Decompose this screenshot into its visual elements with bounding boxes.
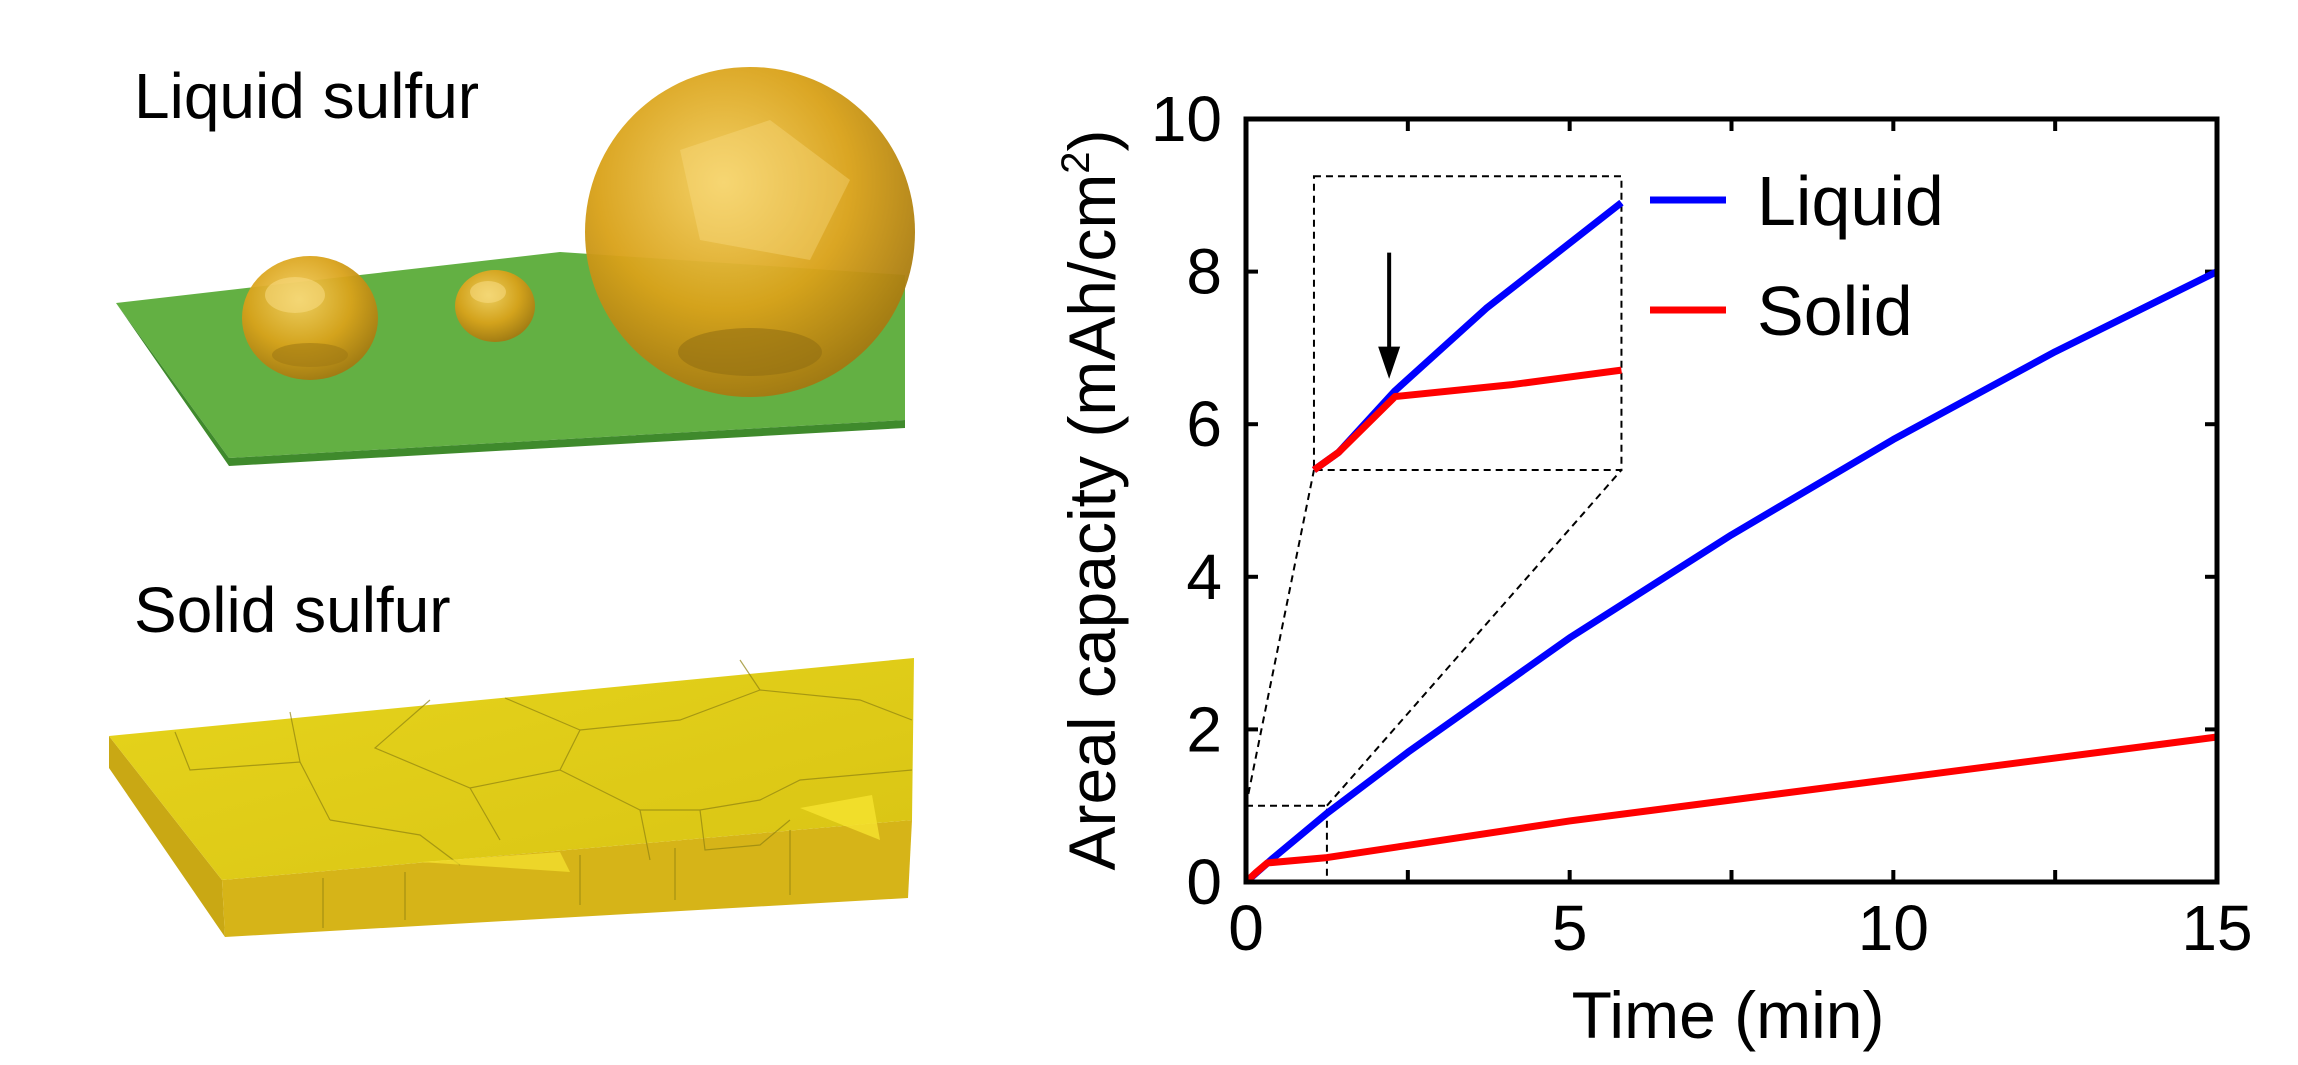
slab-highlight-2 [420, 852, 570, 872]
plot-frame [1243, 116, 2220, 885]
y-tick-label: 10 [1151, 83, 1222, 155]
liquid-sulfur-label: Liquid sulfur [134, 60, 479, 132]
droplet-large [585, 67, 915, 397]
series-line-solid [1243, 733, 2218, 885]
zoom-guide-line [1245, 469, 1315, 806]
y-tick-label: 4 [1186, 541, 1222, 613]
inset-line-solid [1311, 366, 1622, 473]
x-tick-label: 0 [1228, 892, 1264, 964]
y-axis-label-end: ) [1055, 129, 1129, 151]
y-axis-label-main: Areal capacity (mAh/cm [1055, 174, 1129, 871]
y-axis-label: Areal capacity (mAh/cm2) [1054, 129, 1129, 870]
droplet-small [242, 256, 378, 380]
y-tick-label: 2 [1186, 693, 1222, 765]
solid-sulfur-label: Solid sulfur [134, 574, 451, 646]
areal-capacity-chart: Areal capacity (mAh/cm2) Time (min) 0 5 10… [1054, 83, 2253, 1052]
x-tick-label: 15 [2181, 892, 2252, 964]
legend-label-solid: Solid [1757, 272, 1913, 350]
slab-left-face [109, 736, 225, 937]
liquid-sulfur-illustration: Liquid sulfur [116, 60, 915, 466]
legend-label-liquid: Liquid [1757, 162, 1944, 240]
y-tick-label: 6 [1186, 388, 1222, 460]
series-line-liquid [1243, 268, 2219, 885]
x-axis-label: Time (min) [1572, 978, 1885, 1052]
x-tick-label: 10 [1858, 892, 1929, 964]
slab-front-face [222, 820, 912, 937]
y-axis-label-sup: 2 [1054, 151, 1098, 173]
slab-highlight [800, 795, 880, 840]
solid-sulfur-illustration: Solid sulfur [109, 574, 914, 937]
zoom-source-box [1246, 804, 1328, 882]
x-tick-label: 5 [1552, 892, 1588, 964]
arrow-head-icon [1378, 346, 1401, 379]
zoom-guide-line [1326, 469, 1623, 807]
y-tick-label: 0 [1186, 846, 1222, 918]
grain-boundaries [174, 659, 913, 928]
droplet-tiny [455, 270, 535, 342]
slab-top-face [109, 658, 914, 880]
y-tick-label: 8 [1186, 236, 1222, 308]
